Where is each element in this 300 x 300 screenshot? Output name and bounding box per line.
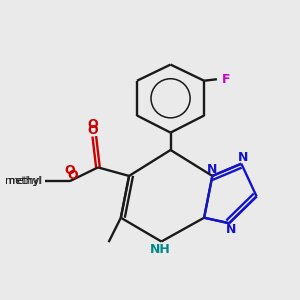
Text: F: F (222, 73, 231, 86)
Text: N: N (207, 163, 218, 176)
Text: N: N (238, 151, 248, 164)
Text: methyl: methyl (45, 170, 93, 184)
Text: methyl: methyl (104, 234, 152, 248)
Text: O: O (64, 164, 75, 176)
Text: methyl: methyl (5, 176, 42, 186)
Text: methyl: methyl (42, 170, 90, 184)
Text: O: O (87, 118, 98, 131)
Text: methyl: methyl (8, 176, 42, 186)
Text: O: O (87, 124, 98, 137)
Text: O: O (67, 169, 78, 182)
Text: NH: NH (149, 243, 170, 256)
Text: N: N (226, 224, 236, 236)
